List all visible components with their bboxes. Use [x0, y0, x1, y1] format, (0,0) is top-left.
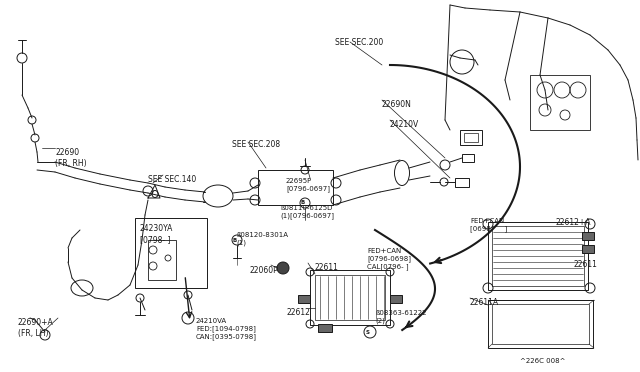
Bar	[462, 154, 474, 162]
Polygon shape	[148, 185, 160, 198]
Bar	[315, 275, 385, 320]
Text: 22611: 22611	[573, 260, 597, 269]
Text: FED+CAN
[0796-0698]
CAL[0796- ]: FED+CAN [0796-0698] CAL[0796- ]	[367, 248, 411, 270]
Bar	[488, 300, 593, 348]
Text: ß08120-8301A
(1): ß08120-8301A (1)	[236, 232, 288, 246]
Text: 22611A: 22611A	[470, 298, 499, 307]
Text: B: B	[233, 237, 237, 243]
Bar	[310, 270, 390, 325]
Bar	[148, 240, 176, 280]
Text: 22060P: 22060P	[250, 266, 279, 275]
Bar	[460, 130, 482, 145]
Text: 22611: 22611	[314, 263, 338, 272]
Bar	[582, 232, 594, 240]
Text: FED+CAN
[0698-     ]: FED+CAN [0698- ]	[470, 218, 508, 232]
Text: 24230YA
[0798- ]: 24230YA [0798- ]	[140, 224, 173, 244]
Text: 24210VA
FED:[1094-0798]
CAN:[0395-0798]: 24210VA FED:[1094-0798] CAN:[0395-0798]	[196, 318, 257, 340]
Circle shape	[277, 262, 289, 274]
Text: 22690
(FR, RH): 22690 (FR, RH)	[55, 148, 86, 168]
Bar	[492, 304, 589, 344]
Text: ß08363-61222
(2): ß08363-61222 (2)	[375, 310, 426, 324]
Bar	[390, 295, 402, 303]
Text: 24210V: 24210V	[390, 120, 419, 129]
Text: 22612: 22612	[286, 308, 310, 317]
Text: 22690+A
(FR, LH): 22690+A (FR, LH)	[18, 318, 54, 338]
Bar	[492, 226, 584, 286]
Bar	[135, 218, 207, 288]
Text: 22690N: 22690N	[382, 100, 412, 109]
Text: ß08110-6125D
(1)[0796-0697]: ß08110-6125D (1)[0796-0697]	[280, 205, 334, 219]
Bar	[298, 295, 310, 303]
Bar	[455, 178, 469, 187]
Text: SEE SEC.140: SEE SEC.140	[148, 175, 196, 184]
Bar	[530, 75, 590, 130]
Text: B: B	[301, 201, 305, 205]
Bar	[582, 245, 594, 253]
Text: ^226C 008^: ^226C 008^	[520, 358, 566, 364]
Bar	[464, 133, 478, 142]
Bar	[488, 222, 588, 290]
Text: 22612+A: 22612+A	[556, 218, 591, 227]
Text: 22695P
[0796-0697]: 22695P [0796-0697]	[286, 178, 330, 192]
Text: S: S	[366, 330, 370, 334]
Bar	[258, 170, 333, 205]
Text: SEE SEC.208: SEE SEC.208	[232, 140, 280, 149]
Text: SEE SEC.200: SEE SEC.200	[335, 38, 383, 47]
Bar	[318, 324, 332, 332]
